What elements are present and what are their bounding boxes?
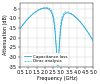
Y-axis label: Attenuation (dB): Attenuation (dB) — [3, 14, 8, 55]
Legend: Capacitance loss, Dirac analysis: Capacitance loss, Dirac analysis — [22, 53, 69, 65]
X-axis label: Frequency (GHz): Frequency (GHz) — [36, 76, 77, 81]
